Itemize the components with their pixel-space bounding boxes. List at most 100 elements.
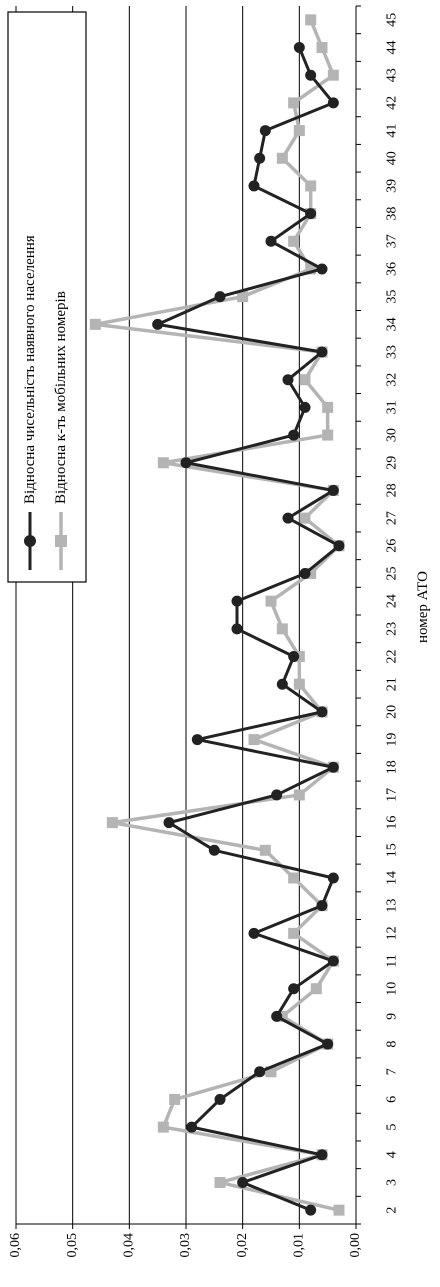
series-square (89, 14, 345, 1216)
category-tick-label: 33 (385, 345, 400, 359)
data-point-circle (282, 512, 294, 524)
data-point-circle (305, 69, 317, 81)
category-tick-label: 25 (385, 566, 400, 580)
data-point-circle (327, 872, 339, 884)
data-point-circle (259, 125, 271, 137)
category-tick-label: 45 (385, 13, 400, 27)
data-point-circle (293, 42, 305, 54)
data-point-circle (316, 346, 328, 358)
category-tick-label: 42 (385, 96, 400, 110)
data-point-circle (327, 955, 339, 967)
data-point-circle (152, 318, 164, 330)
category-tick-label: 6 (385, 1096, 400, 1103)
data-point-circle (248, 180, 260, 192)
value-tick-label: 0,04 (122, 1233, 137, 1258)
data-point-circle (180, 457, 192, 469)
data-point-square (310, 983, 322, 995)
data-point-square (305, 263, 317, 275)
data-point-circle (333, 540, 345, 552)
data-point-circle (288, 983, 300, 995)
series-circle (152, 42, 345, 1216)
data-point-circle (288, 429, 300, 441)
data-point-square (293, 125, 305, 137)
legend-marker-square (55, 535, 67, 547)
data-point-square (316, 42, 328, 54)
data-point-square (106, 817, 118, 829)
data-point-square (305, 14, 317, 26)
data-point-square (276, 1010, 288, 1022)
legend-entry-label: Відносна к-ть мобільних номерів (53, 291, 69, 504)
value-tick-label: 0,06 (8, 1233, 23, 1258)
data-point-circle (271, 1010, 283, 1022)
data-point-circle (254, 152, 266, 164)
data-point-circle (327, 761, 339, 773)
category-tick-label: 24 (385, 594, 400, 608)
legend-marker-circle (24, 535, 36, 547)
data-point-circle (208, 844, 220, 856)
data-point-circle (316, 900, 328, 912)
category-tick-label: 39 (385, 179, 400, 193)
x-axis-title: номер АТО (415, 571, 431, 643)
data-point-square (169, 1093, 181, 1105)
category-tick-label: 8 (385, 1041, 400, 1048)
data-point-circle (316, 1149, 328, 1161)
category-tick-label: 14 (385, 871, 400, 885)
data-point-circle (271, 789, 283, 801)
data-point-circle (163, 817, 175, 829)
category-tick-label: 11 (385, 954, 400, 967)
category-tick-label: 22 (385, 650, 400, 664)
data-point-square (288, 235, 300, 247)
value-tick-label: 0,02 (235, 1233, 250, 1258)
legend: Відносна чисельність наявного населення В… (7, 11, 87, 583)
data-point-circle (282, 374, 294, 386)
category-tick-label: 41 (385, 124, 400, 138)
series-line (156, 46, 341, 1212)
category-tick-label: 38 (385, 207, 400, 221)
data-point-square (259, 844, 271, 856)
data-point-circle (288, 651, 300, 663)
category-tick-label: 19 (385, 733, 400, 747)
category-tick-label: 17 (385, 788, 400, 802)
value-tick-label: 0,03 (178, 1233, 193, 1258)
category-tick-label: 5 (385, 1124, 400, 1131)
category-tick-label: 34 (385, 317, 400, 331)
category-tick-label: 21 (385, 677, 400, 691)
data-point-square (276, 623, 288, 635)
data-point-circle (191, 734, 203, 746)
category-tick-label: 2 (385, 1207, 400, 1214)
data-point-square (305, 180, 317, 192)
legend-box (7, 11, 87, 583)
category-tick-label: 40 (385, 151, 400, 165)
category-tick-label: 43 (385, 68, 400, 82)
data-point-square (327, 69, 339, 81)
category-tick-label: 36 (385, 262, 400, 276)
data-point-circle (254, 1066, 266, 1078)
data-point-square (157, 1121, 169, 1133)
data-point-square (299, 512, 311, 524)
category-tick-label: 31 (385, 400, 400, 414)
category-tick-label: 16 (385, 816, 400, 830)
data-point-circle (327, 484, 339, 496)
data-point-square (265, 595, 277, 607)
data-point-square (293, 789, 305, 801)
data-point-square (288, 97, 300, 109)
data-point-circle (305, 208, 317, 220)
category-tick-label: 20 (385, 705, 400, 719)
data-point-square (305, 567, 317, 579)
data-point-circle (327, 97, 339, 109)
data-point-square (89, 318, 101, 330)
data-point-circle (248, 927, 260, 939)
category-tick-label: 37 (385, 234, 400, 248)
category-tick-label: 28 (385, 483, 400, 497)
value-tick-label: 0,01 (292, 1233, 307, 1258)
category-tick-label: 3 (385, 1179, 400, 1186)
data-point-square (333, 1204, 345, 1216)
category-tick-label: 23 (385, 622, 400, 636)
data-point-square (265, 1066, 277, 1078)
category-tick-label: 18 (385, 760, 400, 774)
data-point-circle (214, 291, 226, 303)
data-point-circle (322, 1038, 334, 1050)
data-point-circle (299, 567, 311, 579)
category-tick-label: 12 (385, 926, 400, 940)
